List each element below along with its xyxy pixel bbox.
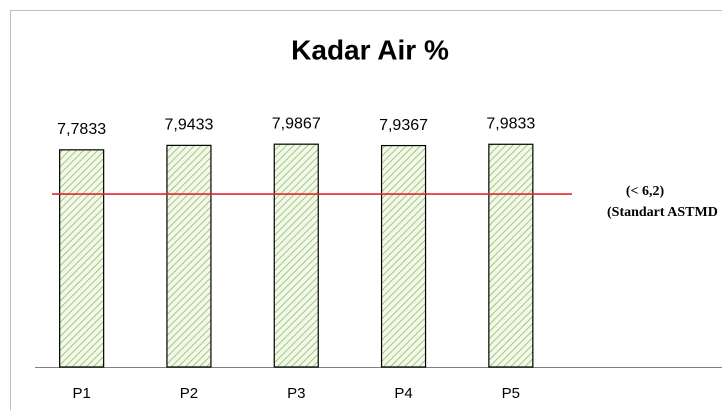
reference-label: (< 6,2)	[626, 184, 665, 199]
x-tick-label: P4	[394, 385, 412, 402]
value-label: 7,9433	[164, 117, 213, 134]
value-label: 7,9867	[272, 115, 321, 132]
x-tick-label: P2	[180, 385, 198, 402]
bar	[273, 143, 319, 368]
x-tick-label: P5	[502, 385, 520, 402]
chart-title: Kadar Air %	[291, 34, 449, 65]
chart-border	[10, 10, 722, 410]
reference-label: (Standart ASTMD	[607, 205, 718, 220]
x-tick-label: P3	[287, 385, 305, 402]
value-label: 7,7833	[57, 121, 106, 138]
bar	[59, 149, 105, 368]
value-label: 7,9833	[486, 115, 535, 132]
bar	[380, 144, 427, 368]
bar	[488, 143, 534, 368]
bar	[166, 144, 212, 368]
x-tick-label: P1	[72, 385, 90, 402]
value-label: 7,9367	[379, 117, 428, 134]
